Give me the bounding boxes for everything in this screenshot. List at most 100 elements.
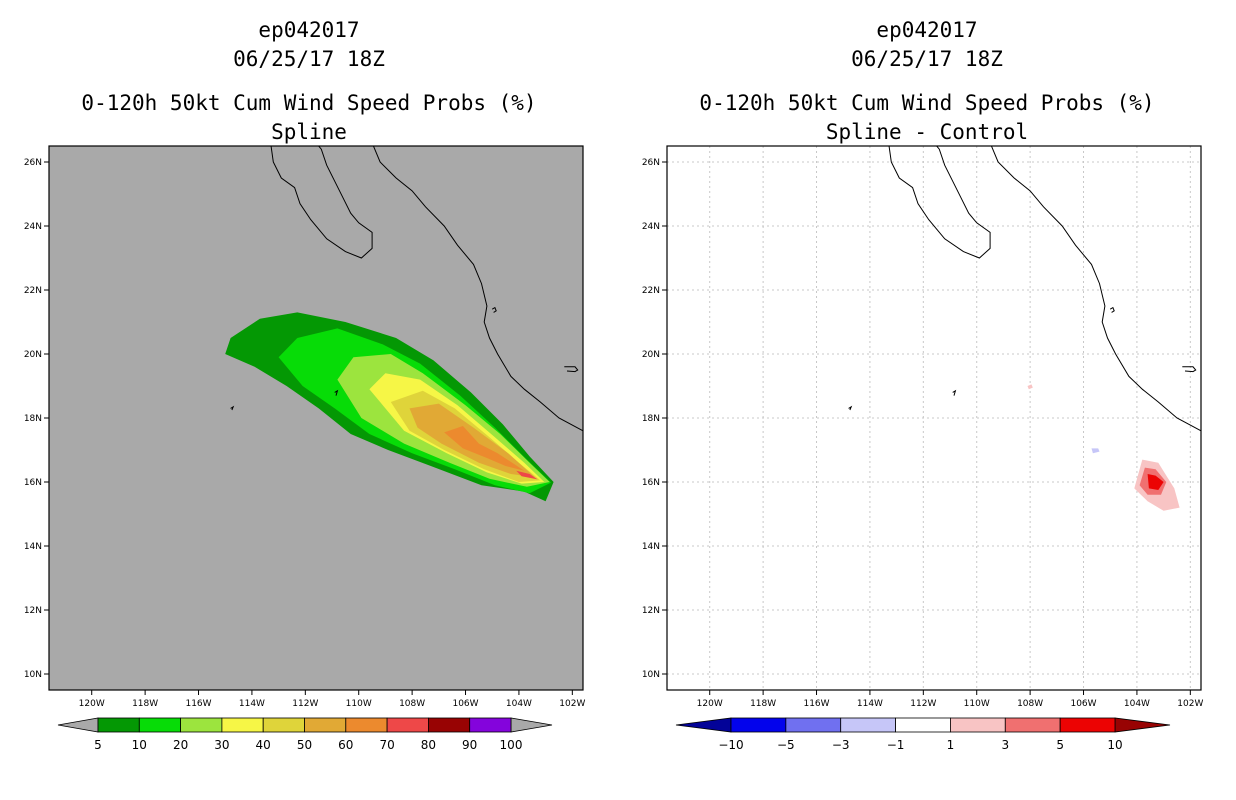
right-y-tick-label: 24N bbox=[642, 222, 660, 232]
right-colorbar-swatch bbox=[730, 717, 787, 733]
right-x-tick-label: 118W bbox=[750, 699, 776, 709]
left-y-tick-label: 18N bbox=[24, 414, 42, 424]
left-colorbar-swatch bbox=[427, 717, 471, 733]
right-colorbar-label: −3 bbox=[832, 738, 850, 752]
right-colorbar-left-arrow bbox=[675, 717, 732, 733]
right-x-tick-label: 106W bbox=[1070, 699, 1096, 709]
right-y-tick-label: 14N bbox=[642, 542, 660, 552]
left-datetime: 06/25/17 18Z bbox=[233, 47, 385, 71]
right-x-tick-label: 114W bbox=[857, 699, 883, 709]
left-contour-70 bbox=[516, 470, 538, 480]
left-x-tick-label: 106W bbox=[452, 699, 478, 709]
left-colorbar-label: 70 bbox=[379, 738, 394, 752]
left-coastline bbox=[372, 146, 583, 432]
right-x-tick-label: 104W bbox=[1124, 699, 1150, 709]
left-colorbar-label: 10 bbox=[132, 738, 147, 752]
left-x-tick-label: 112W bbox=[292, 699, 318, 709]
right-coastline bbox=[1109, 306, 1115, 313]
right-colorbar-swatch bbox=[950, 717, 1006, 733]
left-x-tick-label: 114W bbox=[239, 699, 265, 709]
left-y-tick-label: 12N bbox=[24, 606, 42, 616]
left-y-tick-label: 24N bbox=[24, 222, 42, 232]
right-y-tick-label: 16N bbox=[642, 478, 660, 488]
left-x-tick-label: 110W bbox=[346, 699, 372, 709]
right-colorbar-swatch bbox=[895, 717, 951, 733]
right-colorbar-label: −5 bbox=[777, 738, 795, 752]
left-colorbar-left-arrow bbox=[57, 717, 99, 733]
left-colorbar-label: 30 bbox=[214, 738, 229, 752]
left-x-tick-label: 104W bbox=[506, 699, 532, 709]
left-colorbar-swatch bbox=[138, 717, 182, 733]
left-y-tick-label: 10N bbox=[24, 670, 42, 680]
left-colorbar-swatch bbox=[180, 717, 223, 733]
right-x-tick-label: 102W bbox=[1177, 699, 1203, 709]
right-y-tick-label: 26N bbox=[642, 158, 660, 168]
left-colorbar-swatch bbox=[345, 717, 388, 733]
left-colorbar-label: 80 bbox=[421, 738, 436, 752]
right-coastline bbox=[848, 405, 853, 411]
right-y-tick-label: 10N bbox=[642, 670, 660, 680]
left-y-tick-label: 20N bbox=[24, 350, 42, 360]
left-colorbar-label: 20 bbox=[173, 738, 188, 752]
left-colorbar-swatch bbox=[262, 717, 305, 733]
right-y-tick-label: 18N bbox=[642, 414, 660, 424]
right-coastline bbox=[1182, 366, 1197, 373]
left-colorbar-swatch bbox=[221, 717, 264, 733]
right-colorbar-swatch bbox=[840, 717, 896, 733]
left-colorbar-label: 90 bbox=[462, 738, 477, 752]
left-y-tick-label: 22N bbox=[24, 286, 42, 296]
left-x-tick-label: 120W bbox=[79, 699, 105, 709]
right-colorbar-label: −10 bbox=[718, 738, 743, 752]
right-colorbar-label: 1 bbox=[947, 738, 955, 752]
left-colorbar-swatch bbox=[97, 717, 140, 733]
left-contour-60 bbox=[444, 426, 525, 471]
right-coastline bbox=[990, 146, 1201, 432]
left-colorbar-label: 100 bbox=[500, 738, 523, 752]
left-chart-subtitle: Spline bbox=[271, 120, 347, 144]
left-colorbar-label: 5 bbox=[94, 738, 102, 752]
right-colorbar-swatch bbox=[1059, 717, 1116, 733]
right-colorbar-label: 5 bbox=[1056, 738, 1064, 752]
right-contour-1 bbox=[1027, 384, 1033, 390]
left-colorbar-right-arrow bbox=[510, 717, 553, 733]
right-colorbar-label: 10 bbox=[1107, 738, 1122, 752]
right-x-tick-label: 110W bbox=[964, 699, 990, 709]
left-coastline bbox=[564, 366, 579, 373]
left-x-tick-label: 118W bbox=[132, 699, 158, 709]
left-chart-title: 0-120h 50kt Cum Wind Speed Probs (%) bbox=[81, 91, 537, 115]
left-x-tick-label: 108W bbox=[399, 699, 425, 709]
right-x-tick-label: 120W bbox=[697, 699, 723, 709]
right-contour-5 bbox=[1147, 474, 1164, 490]
right-colorbar-label: 3 bbox=[1001, 738, 1009, 752]
left-colorbar-swatch bbox=[469, 717, 512, 733]
left-coastline bbox=[491, 306, 497, 313]
right-coastline bbox=[952, 389, 957, 396]
right-x-tick-label: 116W bbox=[803, 699, 829, 709]
right-chart-title: 0-120h 50kt Cum Wind Speed Probs (%) bbox=[699, 91, 1155, 115]
left-coastline bbox=[230, 405, 235, 411]
left-colorbar-swatch bbox=[386, 717, 429, 733]
left-y-tick-label: 16N bbox=[24, 478, 42, 488]
right-colorbar-right-arrow bbox=[1114, 717, 1171, 733]
left-colorbar-label: 50 bbox=[297, 738, 312, 752]
left-colorbar-label: 60 bbox=[338, 738, 353, 752]
right-storm-id: ep042017 bbox=[876, 18, 978, 42]
left-coastline bbox=[270, 146, 373, 259]
right-datetime: 06/25/17 18Z bbox=[851, 47, 1003, 71]
right-x-tick-label: 108W bbox=[1017, 699, 1043, 709]
left-x-tick-label: 102W bbox=[559, 699, 585, 709]
right-x-tick-label: 112W bbox=[910, 699, 936, 709]
right-y-tick-label: 20N bbox=[642, 350, 660, 360]
left-colorbar-swatch bbox=[304, 717, 347, 733]
left-y-tick-label: 14N bbox=[24, 542, 42, 552]
right-coastline bbox=[888, 146, 991, 259]
left-y-tick-label: 26N bbox=[24, 158, 42, 168]
right-contour--1 bbox=[1091, 448, 1100, 454]
left-colorbar-label: 40 bbox=[256, 738, 271, 752]
right-chart-subtitle: Spline - Control bbox=[825, 120, 1029, 144]
right-colorbar-swatch bbox=[785, 717, 842, 733]
right-y-tick-label: 12N bbox=[642, 606, 660, 616]
left-storm-id: ep042017 bbox=[258, 18, 360, 42]
left-plot-background bbox=[49, 146, 583, 690]
